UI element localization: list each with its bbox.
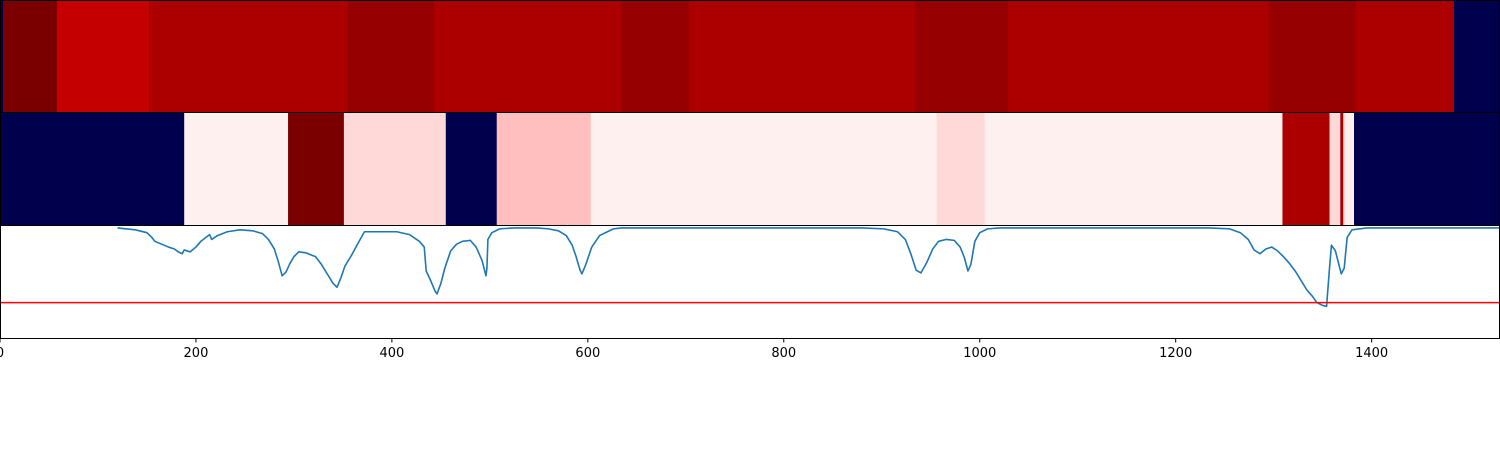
x-tick-label: 1200 [1159, 346, 1192, 361]
heatmap-cell [688, 1, 916, 112]
series-line [117, 227, 1499, 308]
line-panel-frame [0, 225, 1500, 339]
heatmap-cell [915, 1, 1009, 112]
heatmap-cell [1355, 1, 1455, 112]
x-axis: 0 200 400 600 800 1000 1200 1400 [0, 338, 1388, 361]
heatmap-cell [288, 113, 345, 225]
heatmap-cell [984, 113, 1283, 225]
heatmap-cell [347, 1, 435, 112]
x-tick-label: 400 [379, 346, 404, 361]
heatmap-cell [0, 1, 4, 112]
heatmap-cell [1268, 1, 1357, 112]
x-tick-label: 0 [0, 346, 4, 361]
heatmap-cell [2, 1, 58, 112]
heatmap-cell [496, 113, 592, 225]
heatmap-cell [1329, 113, 1341, 225]
heatmap-cell [936, 113, 986, 225]
x-tick-label: 1400 [1355, 346, 1388, 361]
heatmap-cell [1453, 1, 1500, 112]
heatmap-top [0, 1, 1500, 112]
heatmap-middle [0, 113, 1500, 225]
heatmap-cell [1340, 113, 1344, 225]
heatmap-cell [590, 113, 938, 225]
heatmap-cell [1282, 113, 1330, 225]
heatmap-cell [148, 1, 349, 112]
line-panel [0, 227, 1499, 308]
heatmap-cell [1008, 1, 1270, 112]
x-tick-label: 600 [575, 346, 600, 361]
heatmap-cell [445, 113, 498, 225]
x-tick-label: 200 [184, 346, 209, 361]
x-tick-label: 800 [771, 346, 796, 361]
heatmap-cell [56, 1, 150, 112]
heatmap-cell [434, 1, 622, 112]
x-tick-label: 1000 [963, 346, 996, 361]
heatmap-cell [1343, 113, 1346, 225]
heatmap-cell [1345, 113, 1355, 225]
heatmap-cell [1353, 113, 1500, 225]
heatmap-cell [343, 113, 447, 225]
heatmap-cell [621, 1, 690, 112]
heatmap-cell [184, 113, 289, 225]
heatmap-cell [0, 113, 185, 225]
